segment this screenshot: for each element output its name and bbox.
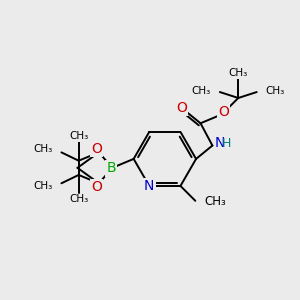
Text: N: N bbox=[144, 179, 154, 193]
Text: CH₃: CH₃ bbox=[229, 68, 248, 78]
Text: N: N bbox=[214, 136, 225, 150]
Text: O: O bbox=[91, 180, 102, 194]
Text: O: O bbox=[91, 142, 102, 156]
Text: O: O bbox=[176, 101, 187, 115]
Text: CH₃: CH₃ bbox=[34, 181, 53, 191]
Text: CH₃: CH₃ bbox=[69, 131, 88, 141]
Text: B: B bbox=[106, 161, 116, 176]
Text: CH₃: CH₃ bbox=[192, 85, 211, 96]
Text: CH₃: CH₃ bbox=[69, 194, 88, 204]
Text: CH₃: CH₃ bbox=[205, 195, 226, 208]
Text: CH₃: CH₃ bbox=[34, 144, 53, 154]
Text: CH₃: CH₃ bbox=[266, 85, 285, 96]
Text: H: H bbox=[222, 137, 232, 150]
Text: O: O bbox=[218, 105, 229, 119]
